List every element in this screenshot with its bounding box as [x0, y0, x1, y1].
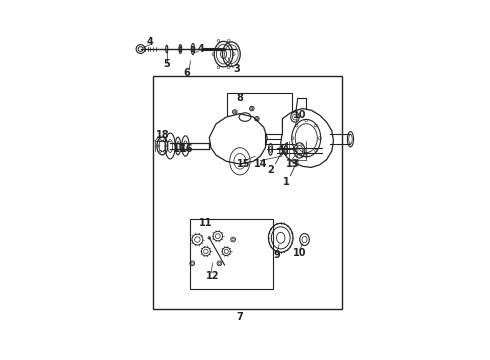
- Bar: [153, 76, 342, 309]
- Text: 11: 11: [199, 217, 213, 228]
- Text: 10: 10: [293, 111, 306, 120]
- Text: 1: 1: [282, 177, 289, 187]
- Text: 9: 9: [274, 250, 281, 260]
- Text: 17: 17: [172, 144, 186, 154]
- Text: 12: 12: [206, 271, 220, 281]
- Polygon shape: [281, 109, 334, 167]
- Text: 4: 4: [197, 44, 204, 54]
- Bar: [190, 219, 273, 289]
- Text: 6: 6: [184, 68, 191, 78]
- Text: 18: 18: [155, 130, 169, 140]
- Bar: [227, 93, 292, 139]
- Text: 5: 5: [163, 59, 170, 69]
- Text: 15: 15: [237, 159, 250, 169]
- Text: 14: 14: [253, 159, 267, 169]
- Text: 4: 4: [147, 36, 153, 46]
- Text: 7: 7: [237, 312, 243, 322]
- Text: 13: 13: [286, 159, 299, 169]
- Text: 16: 16: [180, 144, 194, 154]
- Text: 2: 2: [267, 165, 274, 175]
- Polygon shape: [209, 114, 267, 164]
- Text: 10: 10: [293, 248, 306, 258]
- Text: 3: 3: [233, 64, 240, 75]
- Text: 8: 8: [237, 93, 244, 103]
